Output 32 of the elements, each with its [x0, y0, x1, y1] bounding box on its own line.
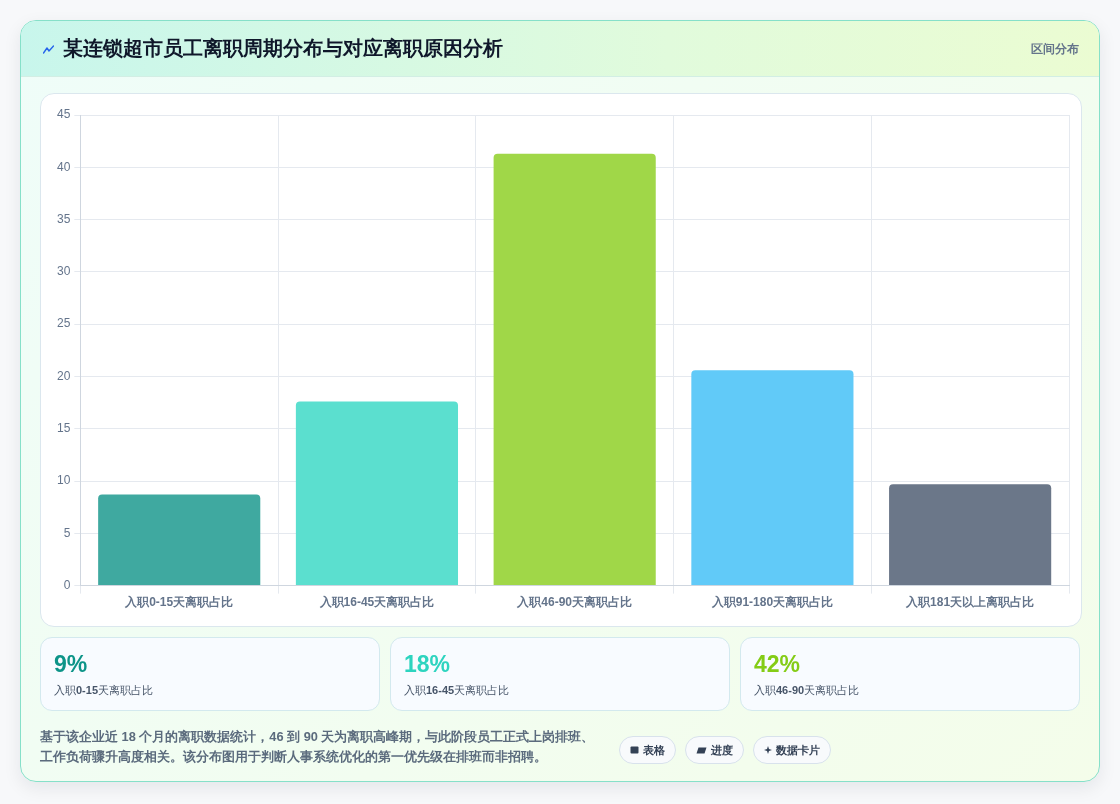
text: 18%: [404, 651, 451, 677]
pill-tag: 表格: [619, 736, 676, 764]
x-tick-label: 入职181天以上离职占比: [905, 595, 1035, 610]
x-tick-label: 入职46-90天离职占比: [516, 595, 633, 610]
category-label: 入职0-15天离职占比: [54, 683, 154, 698]
y-tick-label: 5: [63, 525, 71, 540]
x-tick-label: 入职0-15天离职占比: [124, 595, 234, 610]
x-tick-label: 入职91-180天离职占比: [710, 595, 834, 610]
text: 42%: [754, 651, 801, 677]
bar: [98, 494, 261, 586]
bar: [691, 370, 854, 586]
bar: [493, 153, 656, 586]
y-tick-label: 40: [56, 159, 71, 174]
chart-subtitle: 区间分布: [1031, 41, 1079, 57]
y-tick-label: 30: [56, 264, 71, 279]
x-tick-label: 入职16-45天离职占比: [318, 595, 435, 610]
y-tick-label: 20: [56, 368, 71, 383]
chart-title: 某连锁超市员工离职周期分布与对应离职原因分析: [63, 36, 503, 61]
pill-tag: 进度: [685, 736, 744, 764]
y-tick-label: 35: [56, 211, 71, 226]
category-label: 入职16-45天离职占比: [404, 683, 510, 698]
bar: [889, 484, 1052, 586]
y-tick-label: 25: [56, 316, 71, 331]
y-tick-label: 45: [56, 107, 71, 122]
y-tick-label: 0: [63, 577, 71, 592]
y-tick-label: 10: [56, 473, 71, 488]
pill-tag: 数据卡片: [753, 736, 831, 764]
category-label: 入职46-90天离职占比: [754, 683, 860, 698]
text: 基于该企业近 18 个月的离职数据统计，46 到 90 天为离职高峰期，与此阶段员工正式上岗排班、工作负荷骤升高度相关。该分布图用于判断人事系统优化的第一优先级在排班而非招聘。: [40, 728, 596, 766]
y-tick-label: 15: [56, 421, 71, 436]
text: 9%: [54, 651, 88, 677]
bar: [295, 401, 459, 586]
